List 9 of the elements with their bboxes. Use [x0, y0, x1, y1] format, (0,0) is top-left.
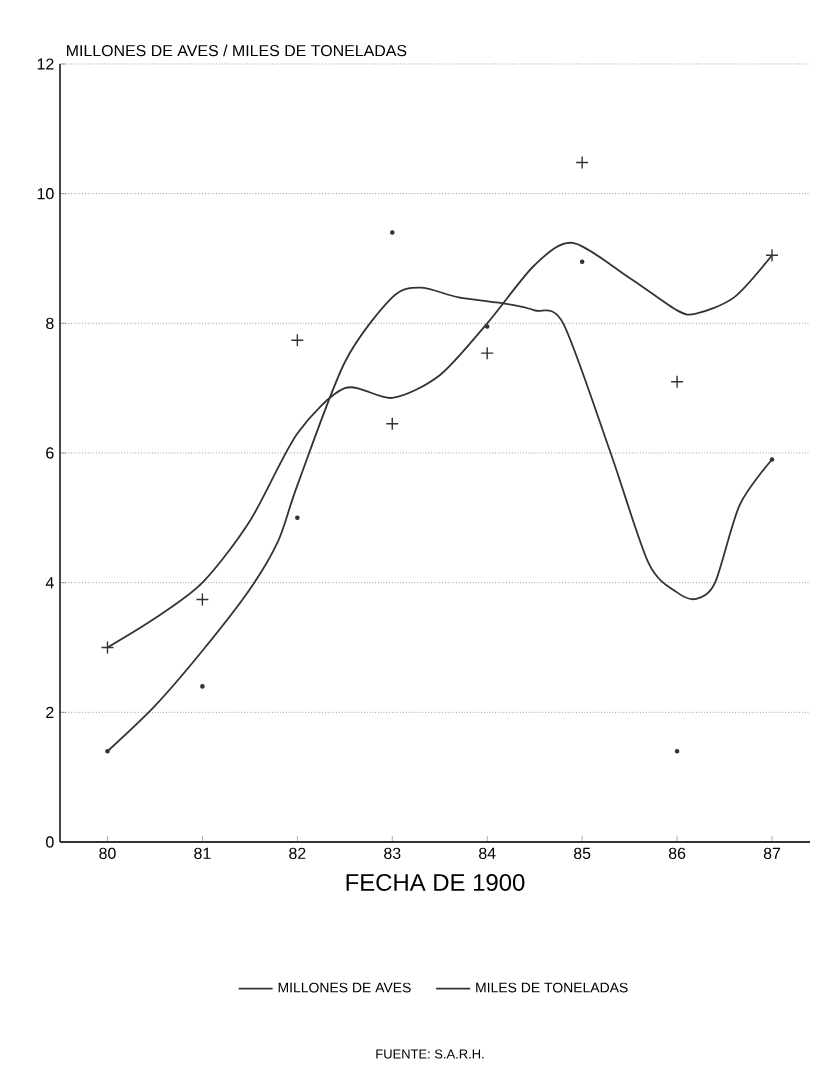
point	[100, 640, 115, 655]
x-axis-title: FECHA DE 1900	[346, 874, 525, 891]
point	[670, 375, 684, 389]
point	[195, 592, 210, 607]
point	[385, 417, 399, 431]
point	[765, 248, 779, 262]
point	[290, 333, 305, 347]
point	[480, 346, 494, 360]
point	[575, 155, 589, 170]
